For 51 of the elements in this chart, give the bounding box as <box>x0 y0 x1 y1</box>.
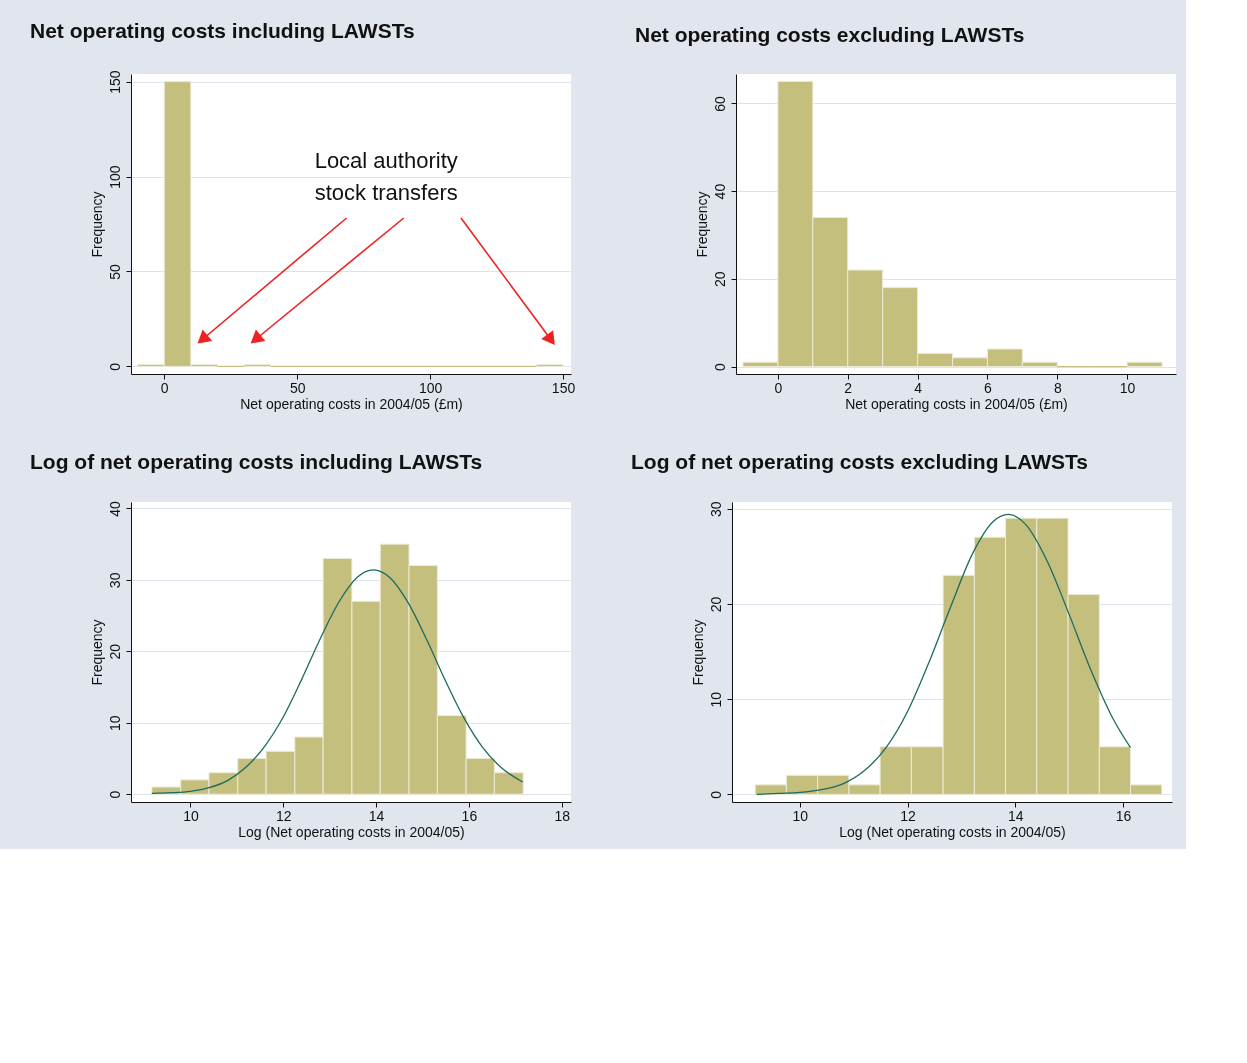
y-tick-label: 150 <box>106 70 123 94</box>
x-tick-label: 100 <box>418 379 443 396</box>
chart-title: Net operating costs excluding LAWSTs <box>635 23 1025 46</box>
x-tick-label: 0 <box>160 379 169 396</box>
x-tick-label: 10 <box>1119 379 1136 396</box>
y-axis-title: Frequency <box>693 191 710 258</box>
x-tick-label: 50 <box>289 379 306 396</box>
y-tick-label: 0 <box>106 362 123 371</box>
x-tick-label: 12 <box>900 807 917 824</box>
chart-title: Net operating costs including LAWSTs <box>30 18 415 42</box>
x-tick-label: 150 <box>551 379 576 396</box>
y-tick-label: 30 <box>707 501 724 517</box>
x-tick-label: 12 <box>275 807 292 824</box>
chart-title: Log of net operating costs excluding LAWSTs <box>631 449 1088 473</box>
y-axis-title: Frequency <box>88 191 105 258</box>
y-tick-label: 0 <box>711 362 728 371</box>
line-series <box>151 569 524 795</box>
y-tick-label: 10 <box>106 715 123 731</box>
x-tick-label: 4 <box>914 379 923 396</box>
y-tick-label: 0 <box>707 790 724 799</box>
x-tick-label: 10 <box>183 807 199 824</box>
x-axis-title: Net operating costs in 2004/05 (£m) <box>240 395 463 412</box>
x-tick-label: 16 <box>1115 807 1132 824</box>
x-tick-label: 18 <box>554 807 571 824</box>
line-series <box>756 513 1132 796</box>
y-tick-label: 100 <box>106 165 123 189</box>
y-tick-label: 60 <box>711 95 728 112</box>
x-tick-label: 16 <box>461 807 478 824</box>
y-tick-label: 20 <box>106 643 123 660</box>
x-axis-title: Log (Net operating costs in 2004/05) <box>238 823 465 840</box>
y-tick-label: 40 <box>711 183 728 200</box>
y-tick-label: 0 <box>106 790 123 799</box>
y-axis-title: Frequency <box>88 619 105 686</box>
x-tick-label: 2 <box>844 379 853 396</box>
x-tick-label: 10 <box>792 807 809 824</box>
x-axis-title: Log (Net operating costs in 2004/05) <box>839 823 1066 840</box>
x-tick-label: 14 <box>1007 807 1024 824</box>
y-tick-label: 10 <box>707 691 724 708</box>
y-tick-label: 40 <box>106 500 123 517</box>
annotation: Local authority stock transfers <box>314 148 458 205</box>
y-axis-title: Frequency <box>689 619 706 686</box>
x-axis-title: Net operating costs in 2004/05 (£m) <box>845 395 1068 412</box>
y-tick-label: 20 <box>707 596 724 613</box>
x-tick-label: 0 <box>774 379 783 396</box>
x-tick-label: 14 <box>368 807 385 824</box>
y-tick-label: 30 <box>106 572 123 589</box>
y-tick-label: 20 <box>711 271 728 288</box>
y-tick-label: 50 <box>106 263 123 280</box>
chart-title: Log of net operating costs including LAWSTs <box>30 449 483 473</box>
x-tick-label: 8 <box>1053 379 1062 396</box>
x-tick-label: 6 <box>984 379 993 396</box>
